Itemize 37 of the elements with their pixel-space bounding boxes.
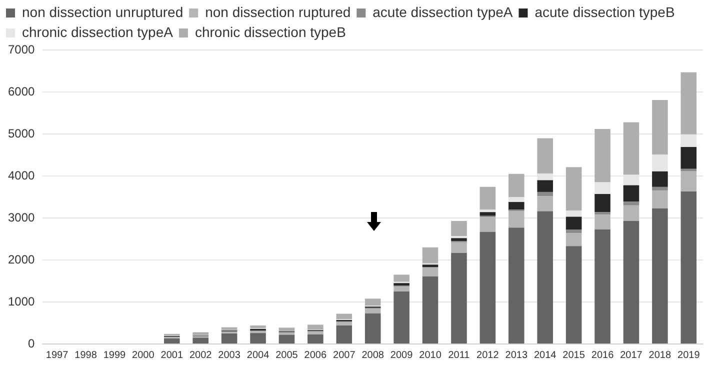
x-tick-label: 2000 (132, 350, 155, 361)
x-tick-label: 2018 (648, 350, 672, 361)
y-tick-label: 4000 (8, 168, 36, 182)
y-tick-label: 0 (28, 336, 36, 350)
x-tick-label: 2010 (419, 350, 442, 361)
x-tick-label: 2017 (620, 350, 643, 361)
x-tick-label: 2008 (362, 350, 384, 361)
x-tick-label: 2003 (218, 350, 241, 361)
y-tick-label: 2000 (8, 252, 36, 266)
x-tick-label: 2011 (448, 350, 470, 361)
x-tick-label: 2012 (476, 350, 500, 361)
x-tick-label: 1999 (103, 350, 126, 361)
x-tick-label: 2006 (304, 350, 327, 361)
x-tick-label: 2013 (505, 350, 528, 361)
x-tick-label: 2015 (562, 350, 586, 361)
legend-label: chronic dissection typeA (22, 24, 174, 40)
x-tick-label: 1998 (74, 350, 98, 361)
y-tick-label: 6000 (8, 84, 36, 98)
legend-label: acute dissection typeA (372, 4, 514, 20)
x-tick-label: 2007 (333, 350, 356, 361)
legend-label: chronic dissection typeB (194, 24, 346, 40)
x-tick-label: 2009 (390, 350, 414, 361)
legend-label: non dissection ruptured (205, 4, 351, 20)
legend-label: non dissection unruptured (22, 4, 184, 20)
x-tick-label: 2002 (189, 350, 212, 361)
x-tick-label: 2001 (160, 350, 184, 361)
x-tick-label: 2019 (678, 350, 700, 361)
x-tick-label: 1997 (46, 350, 69, 361)
legend-label: acute dissection typeB (534, 4, 675, 20)
x-tick-label: 2005 (276, 350, 298, 361)
x-tick-label: 2004 (246, 350, 270, 361)
y-tick-label: 3000 (8, 210, 36, 224)
y-tick-label: 1000 (8, 294, 36, 308)
y-tick-label: 5000 (8, 126, 36, 140)
x-tick-label: 2014 (534, 350, 557, 361)
x-tick-label: 2016 (591, 350, 614, 361)
y-tick-label: 7000 (8, 42, 36, 56)
